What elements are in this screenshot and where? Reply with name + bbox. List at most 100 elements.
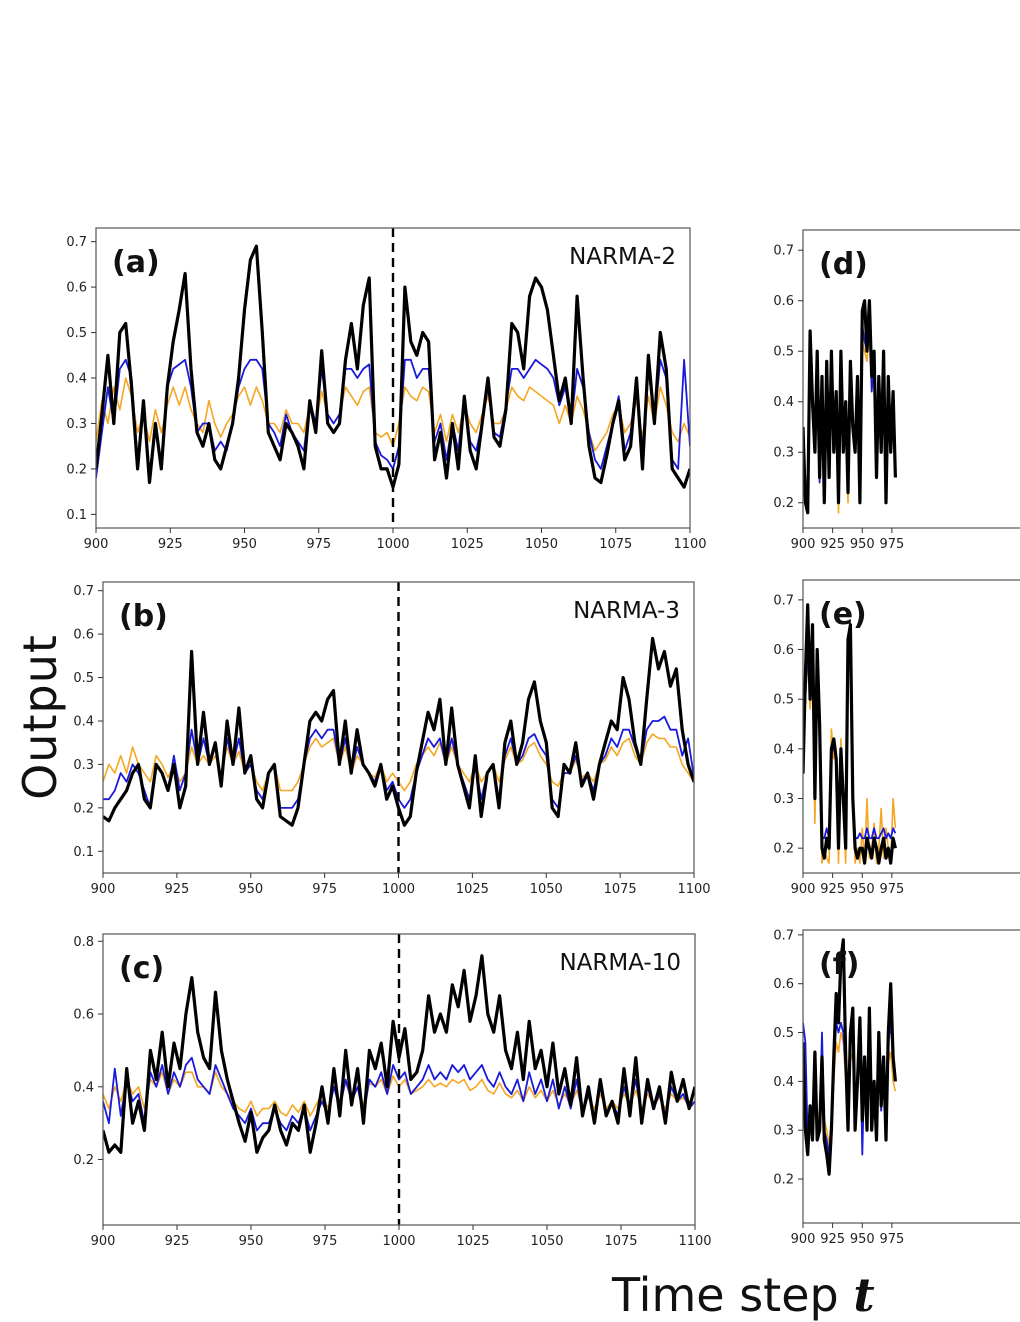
x-axis-label-variable: t xyxy=(853,1268,875,1322)
x-tick-label: 1025 xyxy=(456,1234,489,1249)
y-tick-label: 0.2 xyxy=(66,462,87,477)
x-tick-label: 900 xyxy=(84,537,109,552)
panel-letter-b: (b) xyxy=(119,599,168,634)
panel-letter-a: (a) xyxy=(112,245,160,280)
x-axis-label-text: Time step xyxy=(612,1268,854,1322)
y-tick-label: 0.3 xyxy=(773,792,794,807)
series-line-black xyxy=(803,938,897,1176)
task-label-b: NARMA-3 xyxy=(573,598,680,624)
x-tick-label: 1075 xyxy=(604,882,637,897)
x-tick-label: 950 xyxy=(850,882,875,897)
x-tick-label: 950 xyxy=(232,537,257,552)
plot-area-f xyxy=(803,938,897,1176)
x-axis-label: Time step t xyxy=(612,1268,875,1322)
panel-letter-e: (e) xyxy=(819,597,867,632)
y-tick-label: 0.1 xyxy=(73,845,94,860)
y-tick-label: 0.6 xyxy=(73,628,94,643)
y-tick-label: 0.8 xyxy=(73,935,94,950)
y-tick-label: 0.2 xyxy=(773,842,794,857)
panel-f: 900 925 950 975 0.2 0.3 0.4 0.5 0.6 0.7 (f) xyxy=(773,928,1020,1247)
series-line-black xyxy=(803,603,897,865)
y-tick-label: 0.2 xyxy=(73,801,94,816)
y-tick-label: 0.5 xyxy=(66,326,87,341)
y-tick-label: 0.7 xyxy=(66,235,87,250)
x-tick-label: 975 xyxy=(879,537,904,552)
x-tick-label: 925 xyxy=(165,1234,190,1249)
y-tick-label: 0.4 xyxy=(73,1080,94,1095)
y-tick-label: 0.2 xyxy=(773,496,794,511)
axes-frame-d xyxy=(802,229,1020,529)
panel-letter-d: (d) xyxy=(819,247,868,282)
y-tick-label: 0.5 xyxy=(73,671,94,686)
y-tick-label: 0.2 xyxy=(773,1173,794,1188)
y-tick-label: 0.6 xyxy=(773,294,794,309)
x-tick-label: 950 xyxy=(850,1232,875,1247)
x-tick-label: 975 xyxy=(313,1234,338,1249)
x-tick-label: 1100 xyxy=(673,537,706,552)
plot-area-d xyxy=(803,299,897,515)
x-tick-label: 925 xyxy=(820,537,845,552)
panel-letter-c: (c) xyxy=(119,951,164,986)
x-tick-label: 1075 xyxy=(604,1234,637,1249)
y-tick-label: 0.5 xyxy=(773,693,794,708)
x-tick-label: 1000 xyxy=(376,537,409,552)
axes-frame-e xyxy=(802,579,1020,874)
x-tick-label: 925 xyxy=(164,882,189,897)
panel-letter-f: (f) xyxy=(819,947,859,982)
y-tick-label: 0.6 xyxy=(773,977,794,992)
x-tick-label: 975 xyxy=(879,882,904,897)
x-tick-label: 1050 xyxy=(530,882,563,897)
x-tick-label: 925 xyxy=(158,537,183,552)
panel-b: 900 925 950 975 1000 1025 1050 1075 1100 0.1 0.2 0.… xyxy=(73,581,711,897)
y-tick-label: 0.4 xyxy=(773,742,794,757)
y-tick-label: 0.7 xyxy=(773,928,794,943)
x-tick-label: 900 xyxy=(791,1232,816,1247)
y-tick-label: 0.2 xyxy=(73,1153,94,1168)
x-tick-label: 925 xyxy=(820,882,845,897)
x-tick-label: 1025 xyxy=(451,537,484,552)
x-tick-label: 1075 xyxy=(599,537,632,552)
y-tick-label: 0.5 xyxy=(773,345,794,360)
plot-area-e xyxy=(803,603,897,865)
x-tick-label: 1100 xyxy=(677,882,710,897)
panel-c: 900 925 950 975 1000 1025 1050 1075 1100 0.2 0.4 0.… xyxy=(73,933,712,1249)
y-tick-label: 0.7 xyxy=(73,584,94,599)
y-tick-label: 0.3 xyxy=(773,446,794,461)
x-tick-label: 900 xyxy=(91,882,116,897)
x-tick-label: 950 xyxy=(850,537,875,552)
x-tick-label: 900 xyxy=(791,537,816,552)
y-tick-label: 0.1 xyxy=(66,508,87,523)
y-tick-label: 0.3 xyxy=(73,758,94,773)
series-line-black xyxy=(803,299,897,515)
y-tick-label: 0.6 xyxy=(73,1008,94,1023)
y-tick-label: 0.4 xyxy=(773,1075,794,1090)
x-tick-label: 925 xyxy=(820,1232,845,1247)
y-tick-label: 0.4 xyxy=(73,714,94,729)
y-tick-label: 0.7 xyxy=(773,244,794,259)
x-tick-label: 950 xyxy=(238,882,263,897)
x-tick-label: 1050 xyxy=(530,1234,563,1249)
x-tick-label: 1050 xyxy=(525,537,558,552)
x-tick-label: 975 xyxy=(306,537,331,552)
x-tick-label: 900 xyxy=(791,882,816,897)
panel-e: 900 925 950 975 0.2 0.3 0.4 0.5 0.6 0.7 (e) xyxy=(773,579,1020,897)
y-tick-label: 0.3 xyxy=(773,1124,794,1139)
x-tick-label: 975 xyxy=(879,1232,904,1247)
y-tick-label: 0.4 xyxy=(66,372,87,387)
panel-a: 900 925 950 975 1000 1025 1050 1075 1100 0.1 0.2 0.… xyxy=(66,227,707,552)
x-tick-label: 975 xyxy=(312,882,337,897)
axes-frame-f xyxy=(802,929,1020,1224)
y-tick-label: 0.4 xyxy=(773,395,794,410)
y-tick-label: 0.6 xyxy=(773,643,794,658)
x-tick-label: 950 xyxy=(239,1234,264,1249)
x-tick-label: 900 xyxy=(91,1234,116,1249)
task-label-a: NARMA-2 xyxy=(569,244,676,270)
y-tick-label: 0.6 xyxy=(66,281,87,296)
y-tick-label: 0.5 xyxy=(773,1026,794,1041)
y-tick-label: 0.7 xyxy=(773,593,794,608)
x-tick-label: 1000 xyxy=(382,882,415,897)
task-label-c: NARMA-10 xyxy=(559,950,681,976)
x-tick-label: 1100 xyxy=(678,1234,711,1249)
y-axis-label: Output xyxy=(13,634,67,800)
